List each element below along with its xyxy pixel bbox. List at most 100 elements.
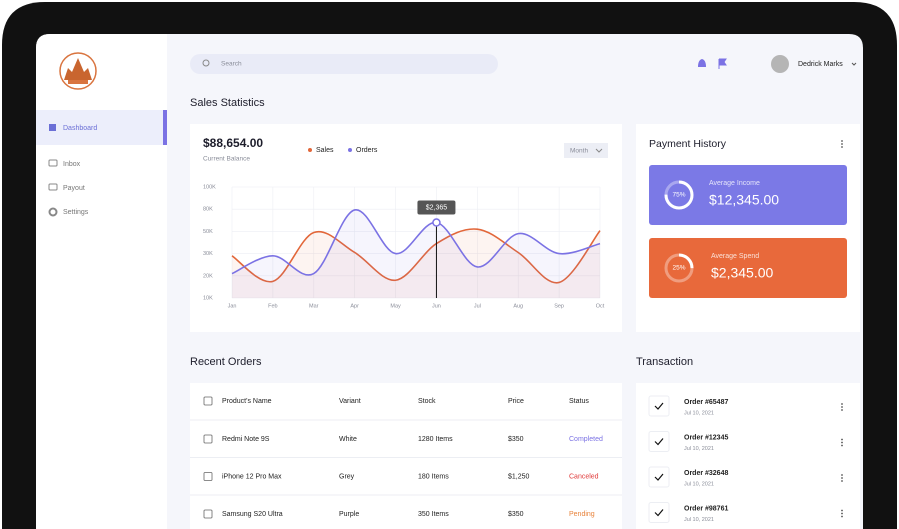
column-header: Product's Name xyxy=(222,398,272,405)
tooltip-label: $2,365 xyxy=(426,204,448,211)
search-icon xyxy=(202,59,210,67)
stat-label: Average Spend xyxy=(711,253,759,260)
x-tick-label: Jul xyxy=(474,303,481,309)
nav-active[interactable] xyxy=(36,110,167,145)
menu-dot[interactable] xyxy=(841,409,843,411)
line xyxy=(231,209,601,276)
menu-dot[interactable] xyxy=(841,438,843,441)
x-tick-label: May xyxy=(390,303,401,309)
menu-dot[interactable] xyxy=(841,444,843,447)
check-box[interactable] xyxy=(648,466,670,488)
chart-card xyxy=(190,124,622,332)
donut-label: 25% xyxy=(672,265,685,272)
section-title: Recent Orders xyxy=(190,356,262,368)
x-tick-label: Apr xyxy=(350,303,359,309)
x-tick-label: Mar xyxy=(309,303,319,309)
user-name[interactable]: Dedrick Marks xyxy=(798,61,843,68)
checkbox[interactable] xyxy=(203,509,213,519)
cell: Grey xyxy=(339,473,355,480)
nav-item[interactable]: Inbox xyxy=(63,161,81,168)
line xyxy=(231,228,601,284)
legend-swatch xyxy=(348,148,352,152)
menu-dot[interactable] xyxy=(841,509,843,512)
icon-settings xyxy=(48,207,58,217)
search-bar[interactable] xyxy=(190,54,498,74)
column-header: Price xyxy=(508,398,524,405)
stat-card[interactable] xyxy=(649,165,847,225)
menu-dot[interactable] xyxy=(841,480,843,482)
line-chart: 10K 20K 30K 50K 80K 100K Jan Feb Mar Apr May Jun Jul… xyxy=(203,147,605,310)
legend-swatch xyxy=(308,148,312,152)
cell: iPhone 12 Pro Max xyxy=(222,473,282,480)
column-header: Status xyxy=(569,398,589,405)
flag-icon[interactable] xyxy=(718,58,727,69)
check-box[interactable] xyxy=(648,431,670,452)
dropdown-label[interactable]: Month xyxy=(570,148,588,155)
sidebar xyxy=(36,34,167,529)
stat-card[interactable] xyxy=(649,238,847,298)
column-header: Stock xyxy=(418,398,436,405)
area xyxy=(232,209,600,298)
balance-label: Current Balance xyxy=(203,156,250,163)
cell: Completed xyxy=(569,436,603,443)
y-tick-label: 10K xyxy=(203,295,213,301)
x-tick-label: Sep xyxy=(554,303,564,309)
y-tick-label: 80K xyxy=(203,207,213,213)
balance: $88,654.00 xyxy=(203,136,263,150)
payment-card xyxy=(636,124,860,332)
stat-amount: $12,345.00 xyxy=(709,192,779,208)
x-tick-label: Aug xyxy=(513,303,523,309)
nav-indicator xyxy=(163,110,167,145)
transaction-list: Order #65487 Jul 10, 2021 Order #12345 Jul … xyxy=(648,395,843,523)
checkbox[interactable] xyxy=(203,434,213,444)
cell: Redmi Note 9S xyxy=(222,436,270,443)
menu-dot[interactable] xyxy=(841,474,843,476)
tooltip-box xyxy=(417,200,456,215)
cell: White xyxy=(339,436,357,443)
menu-dot[interactable] xyxy=(841,477,843,479)
section-title: Sales Statistics xyxy=(190,97,265,109)
table-body: Product's Name Variant Stock Price Status Red… xyxy=(190,396,622,519)
legend-label: Sales xyxy=(316,147,334,154)
tooltip-point xyxy=(432,218,441,227)
cell: $350 xyxy=(508,436,524,443)
order-date: Jul 10, 2021 xyxy=(684,410,714,416)
x-tick-label: Jun xyxy=(432,303,441,309)
icon-payout xyxy=(48,183,58,191)
donut-arc xyxy=(664,180,694,210)
order-date: Jul 10, 2021 xyxy=(684,446,714,452)
x-tick-label: Oct xyxy=(596,303,605,309)
y-tick-label: 50K xyxy=(203,229,213,235)
check-icon xyxy=(654,509,664,517)
check-icon xyxy=(654,402,664,410)
order-date: Jul 10, 2021 xyxy=(684,517,714,523)
section-title: Payment History xyxy=(649,138,727,150)
check-box[interactable] xyxy=(648,395,670,417)
menu-dot[interactable] xyxy=(841,406,843,408)
y-tick-label: 100K xyxy=(203,184,216,190)
checkbox[interactable] xyxy=(203,472,213,481)
orders-table xyxy=(190,383,622,529)
cell: $1,250 xyxy=(508,473,530,480)
menu-dot[interactable] xyxy=(841,441,843,444)
month-dropdown[interactable] xyxy=(564,143,608,158)
menu-dot[interactable] xyxy=(841,515,843,518)
section-title: Transaction xyxy=(636,356,693,368)
payment-cards: 75% Average Income $12,345.00 25% Average Sp… xyxy=(649,165,847,298)
bell-icon[interactable] xyxy=(698,59,706,67)
check-box[interactable] xyxy=(648,502,670,523)
cell: Purple xyxy=(339,511,359,518)
menu-dots[interactable] xyxy=(841,140,843,148)
stat-label: Average Income xyxy=(709,180,760,187)
icon-dashboard xyxy=(49,124,56,131)
icon-inbox xyxy=(48,159,58,167)
menu-dot[interactable] xyxy=(841,512,843,515)
menu-dot[interactable] xyxy=(841,403,843,405)
legend-label: Orders xyxy=(356,147,378,154)
avatar[interactable] xyxy=(771,55,789,73)
nav-item[interactable]: Dashboard xyxy=(63,125,97,132)
checkbox[interactable] xyxy=(203,396,213,406)
transaction-card xyxy=(636,383,860,529)
nav-item[interactable]: Payout xyxy=(63,185,85,192)
nav-item[interactable]: Settings xyxy=(63,209,89,216)
